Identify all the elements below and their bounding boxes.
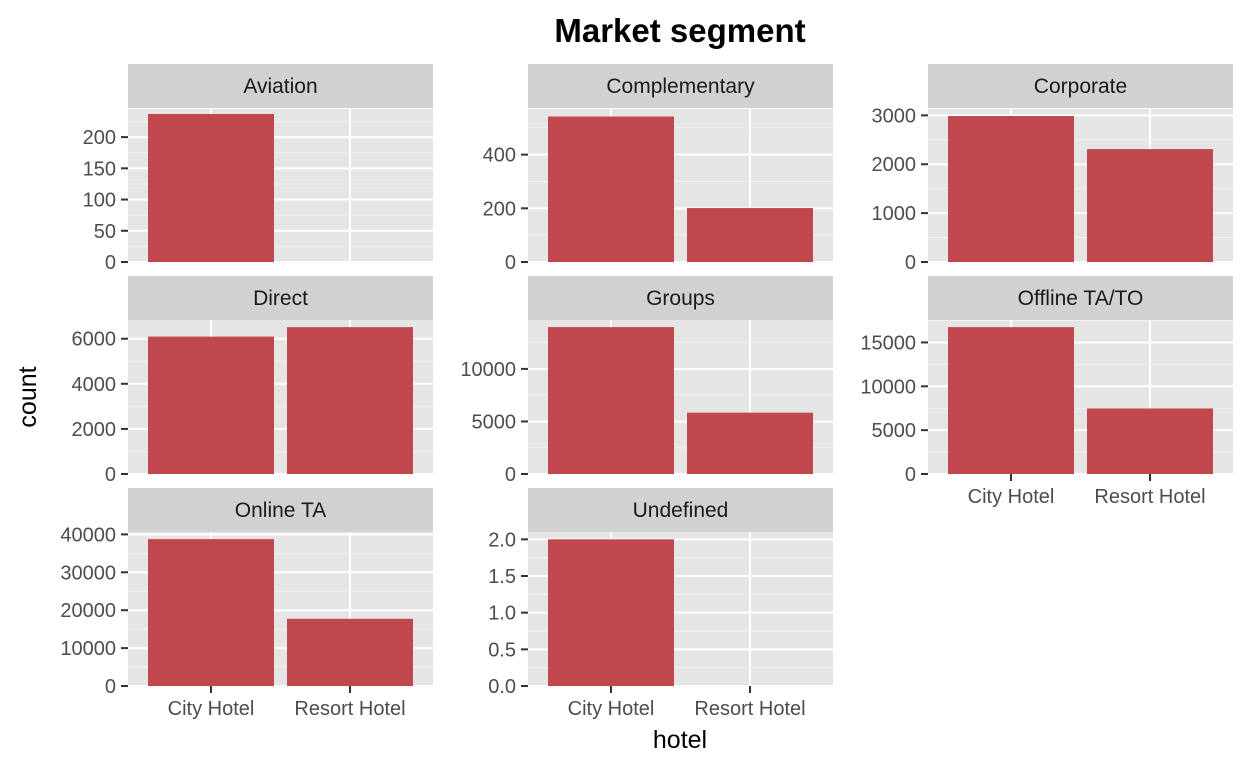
bar-direct-city-hotel bbox=[148, 336, 274, 474]
y-tick-label: 2000 bbox=[872, 154, 917, 176]
y-tick-label: 0.0 bbox=[488, 676, 516, 698]
facet-strip bbox=[128, 64, 433, 108]
facet-strip-label: Offline TA/TO bbox=[1018, 287, 1144, 310]
y-tick-label: 4000 bbox=[72, 374, 117, 396]
x-tick-label: Resort Hotel bbox=[1094, 486, 1205, 508]
facet-strip-label: Groups bbox=[646, 287, 715, 310]
y-tick-label: 0.5 bbox=[488, 639, 516, 661]
facet-undefined: Undefined 0.0 0.5 1.0 1.5 2.0 City Hotel Resort… bbox=[488, 488, 833, 720]
bar-offline-ta-to-city-hotel bbox=[948, 327, 1074, 474]
facet-corporate: Corporate 0 1000 2000 3000 bbox=[872, 64, 1233, 274]
bar-aviation-city-hotel bbox=[148, 113, 274, 263]
y-tick-label: 2.0 bbox=[488, 529, 516, 551]
y-axis-title: count bbox=[14, 366, 42, 427]
y-tick-label: 5000 bbox=[872, 420, 917, 442]
facet-offline-ta-to: Offline TA/TO 0 5000 10000 15000 City Hotel Re… bbox=[860, 276, 1233, 508]
y-tick-label: 200 bbox=[483, 198, 516, 220]
facet-strip bbox=[128, 488, 433, 532]
chart-title: Market segment bbox=[554, 12, 805, 49]
x-tick-label: City Hotel bbox=[568, 698, 655, 720]
y-tick-label: 0 bbox=[105, 676, 116, 698]
x-tick-label: City Hotel bbox=[168, 698, 255, 720]
facet-groups: Groups 0 5000 10000 bbox=[460, 276, 833, 486]
bar-corporate-resort-hotel bbox=[1087, 149, 1213, 262]
facet-strip bbox=[128, 276, 433, 320]
x-tick-label: Resort Hotel bbox=[294, 698, 405, 720]
y-tick-label: 0 bbox=[505, 464, 516, 486]
y-tick-label: 0 bbox=[905, 464, 916, 486]
y-tick-label: 6000 bbox=[72, 329, 117, 351]
x-tick-label: Resort Hotel bbox=[694, 698, 805, 720]
y-tick-label: 10000 bbox=[460, 359, 516, 381]
y-tick-label: 5000 bbox=[472, 411, 517, 433]
bar-online-ta-resort-hotel bbox=[287, 618, 413, 686]
y-tick-label: 30000 bbox=[60, 562, 116, 584]
facet-strip-label: Aviation bbox=[243, 75, 317, 98]
y-tick-label: 0 bbox=[105, 252, 116, 274]
facet-panels: Aviation 0 50 100 150 200 Complementary 0 200 400… bbox=[60, 64, 1233, 720]
facet-strip bbox=[528, 276, 833, 320]
facet-strip bbox=[928, 276, 1233, 320]
facet-strip bbox=[928, 64, 1233, 108]
bar-complementary-resort-hotel bbox=[687, 208, 813, 262]
facet-strip bbox=[528, 488, 833, 532]
y-tick-label: 1000 bbox=[872, 203, 917, 225]
facet-strip-label: Online TA bbox=[235, 499, 326, 522]
y-tick-label: 0 bbox=[105, 464, 116, 486]
bar-complementary-city-hotel bbox=[548, 116, 674, 262]
bar-online-ta-city-hotel bbox=[148, 539, 274, 686]
y-tick-label: 10000 bbox=[860, 376, 916, 398]
facet-strip-label: Corporate bbox=[1034, 75, 1127, 98]
facet-strip-label: Direct bbox=[253, 287, 308, 310]
facet-online-ta: Online TA 0 10000 20000 30000 40000 City Hotel… bbox=[60, 488, 433, 720]
facet-direct: Direct 0 2000 4000 6000 bbox=[72, 276, 433, 486]
facet-complementary: Complementary 0 200 400 bbox=[483, 64, 833, 274]
bar-groups-city-hotel bbox=[548, 327, 674, 474]
facet-strip-label: Complementary bbox=[606, 75, 755, 98]
y-tick-label: 20000 bbox=[60, 600, 116, 622]
y-tick-label: 15000 bbox=[860, 332, 916, 354]
y-tick-label: 0 bbox=[905, 252, 916, 274]
bar-direct-resort-hotel bbox=[287, 327, 413, 474]
y-tick-label: 200 bbox=[83, 127, 116, 149]
bar-undefined-city-hotel bbox=[548, 539, 674, 686]
y-tick-label: 1.5 bbox=[488, 566, 516, 588]
facet-aviation: Aviation 0 50 100 150 200 bbox=[83, 64, 433, 274]
facet-strip bbox=[528, 64, 833, 108]
y-tick-label: 40000 bbox=[60, 524, 116, 546]
y-tick-label: 3000 bbox=[872, 105, 917, 127]
bar-offline-ta-to-resort-hotel bbox=[1087, 408, 1213, 474]
x-axis-title: hotel bbox=[653, 726, 707, 754]
y-tick-label: 0 bbox=[505, 252, 516, 274]
y-tick-label: 10000 bbox=[60, 638, 116, 660]
y-tick-label: 400 bbox=[483, 145, 516, 167]
bar-corporate-city-hotel bbox=[948, 116, 1074, 263]
bar-groups-resort-hotel bbox=[687, 412, 813, 474]
y-tick-label: 50 bbox=[94, 221, 116, 243]
y-tick-label: 1.0 bbox=[488, 603, 516, 625]
y-tick-label: 2000 bbox=[72, 419, 117, 441]
y-tick-label: 100 bbox=[83, 190, 116, 212]
facet-strip-label: Undefined bbox=[633, 499, 729, 522]
y-tick-label: 150 bbox=[83, 158, 116, 180]
x-tick-label: City Hotel bbox=[968, 486, 1055, 508]
